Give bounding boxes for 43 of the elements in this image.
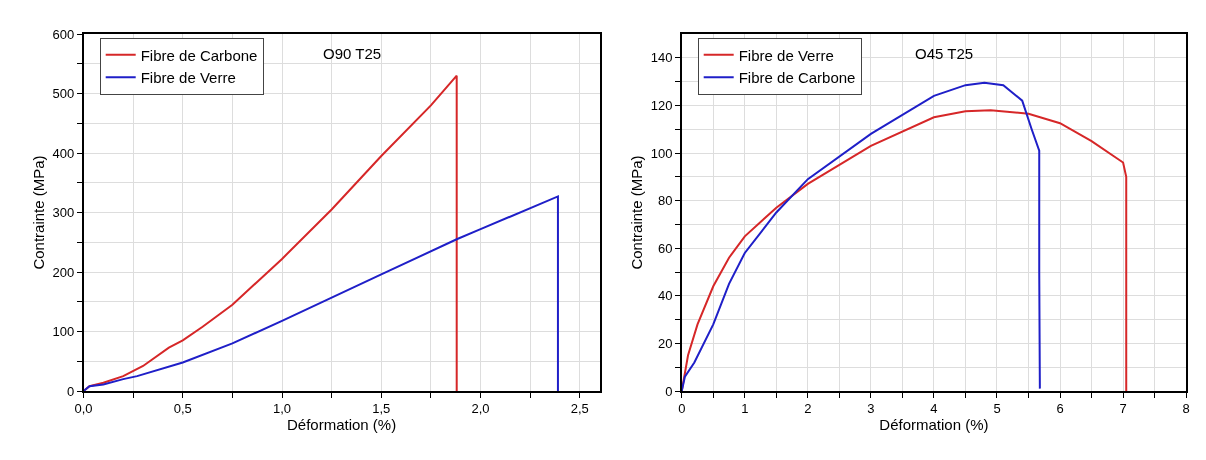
line-series (681, 109, 1128, 391)
x-tick-label: 1,5 (372, 401, 391, 417)
y-tick-label: 80 (657, 193, 673, 209)
x-tick-label: 0,5 (173, 401, 192, 417)
x-tick-label: 1 (741, 401, 749, 417)
y-tick-label: 600 (52, 26, 75, 42)
annotation: O45 T25 (915, 45, 974, 62)
y-tick-label: 300 (52, 205, 75, 221)
x-tick-label: 8 (1182, 401, 1190, 417)
y-tick-label: 400 (52, 145, 75, 161)
x-tick-label: 2,0 (471, 401, 490, 417)
y-tick-label: 0 (665, 383, 673, 399)
legend-label: Fibre de Verre (738, 46, 834, 64)
x-axis-title: Déformation (%) (286, 416, 397, 434)
annotation: O90 T25 (323, 45, 382, 62)
y-tick-label: 60 (657, 240, 673, 256)
y-tick-label: 40 (657, 288, 673, 304)
line-series (681, 81, 1041, 391)
x-tick-label: 7 (1119, 401, 1127, 417)
y-tick-label: 120 (650, 97, 673, 113)
y-tick-label: 0 (66, 383, 75, 399)
y-tick-label: 500 (52, 86, 75, 102)
y-tick-label: 100 (52, 324, 75, 340)
y-axis-title: Contrainte (MPa) (30, 155, 48, 270)
legend-label: Fibre de Carbone (140, 46, 258, 64)
x-tick-label: 0,0 (74, 401, 93, 417)
x-axis-title: Déformation (%) (879, 416, 989, 434)
x-tick-label: 6 (1056, 401, 1064, 417)
line-series (83, 195, 559, 391)
x-tick-label: 2,5 (570, 401, 589, 417)
x-tick-label: 3 (867, 401, 875, 417)
y-tick-label: 20 (657, 335, 673, 351)
y-axis-title: Contrainte (MPa) (628, 155, 646, 270)
x-tick-label: 2 (804, 401, 812, 417)
legend-label: Fibre de Verre (140, 69, 236, 87)
x-tick-label: 4 (930, 401, 938, 417)
x-tick-label: 0 (678, 401, 686, 417)
x-tick-label: 5 (993, 401, 1001, 417)
y-tick-label: 100 (650, 145, 673, 161)
x-tick-label: 1,0 (272, 401, 292, 417)
legend-label: Fibre de Carbone (738, 69, 856, 87)
y-tick-label: 200 (52, 264, 75, 280)
y-tick-label: 140 (650, 50, 673, 66)
